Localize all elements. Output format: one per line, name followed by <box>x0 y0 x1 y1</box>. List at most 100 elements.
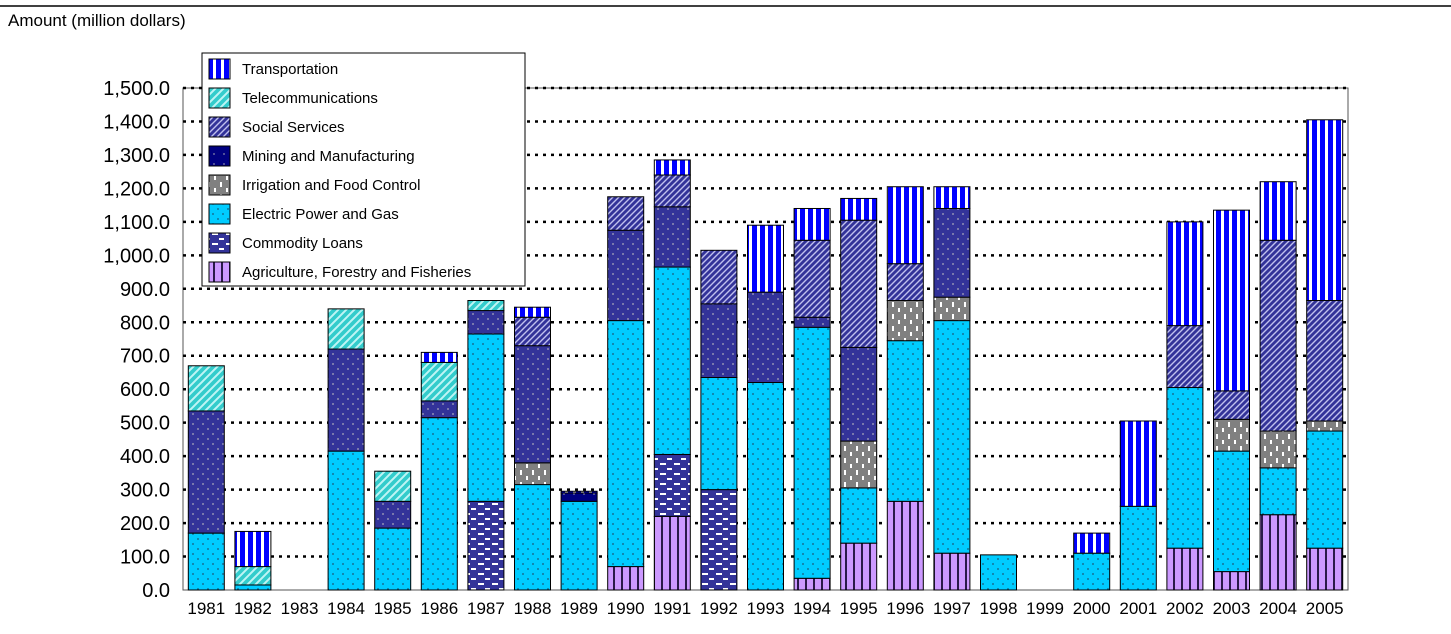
x-tick-label: 2005 <box>1306 599 1344 618</box>
x-tick-label: 1982 <box>234 599 272 618</box>
bar-segment <box>1214 451 1250 571</box>
bar-segment <box>794 317 830 327</box>
bar-segment <box>1307 421 1343 431</box>
bar-segment <box>1307 120 1343 301</box>
bar-segment <box>1260 515 1296 590</box>
legend-label: Agriculture, Forestry and Fisheries <box>242 264 471 281</box>
x-tick-label: 1985 <box>374 599 412 618</box>
bar-segment <box>794 578 830 590</box>
y-tick-label: 1,000.0 <box>103 245 170 267</box>
x-tick-label: 1998 <box>980 599 1018 618</box>
x-tick-label: 2002 <box>1166 599 1204 618</box>
x-tick-label: 1984 <box>327 599 365 618</box>
bar-segment <box>561 493 597 501</box>
bar-segment <box>1120 421 1156 506</box>
legend-label: Transportation <box>242 61 338 78</box>
bar-segment <box>934 187 970 209</box>
x-tick-label: 1994 <box>793 599 831 618</box>
bar-segment <box>421 352 457 362</box>
y-tick-label: 200.0 <box>120 513 170 535</box>
bar-segment <box>328 309 364 349</box>
x-tick-label: 2003 <box>1213 599 1251 618</box>
x-tick-label: 1996 <box>886 599 924 618</box>
bar-segment <box>468 334 504 501</box>
bar-segment <box>1307 548 1343 590</box>
legend-swatch <box>209 262 230 282</box>
bar-segment <box>887 501 923 590</box>
bar-segment <box>515 317 551 345</box>
x-tick-labels: 1981 1982 1983 1984 1985 1986 1987 1988 1989 1990… <box>187 599 1343 618</box>
bar-segment <box>1167 388 1203 549</box>
y-tick-label: 1,200.0 <box>103 178 170 200</box>
legend: Transportation Telecommunications Social S… <box>202 53 525 286</box>
bar-segment <box>1074 533 1110 553</box>
bar-segment <box>654 267 690 454</box>
x-tick-label: 1995 <box>840 599 878 618</box>
bar-segment <box>1214 419 1250 451</box>
x-tick-label: 1987 <box>467 599 505 618</box>
bar-segment <box>1167 326 1203 388</box>
bar-segment <box>421 362 457 400</box>
bar-segment <box>934 553 970 590</box>
bar-segment <box>328 451 364 590</box>
bar-segment <box>188 411 224 533</box>
x-tick-label: 1993 <box>747 599 785 618</box>
y-tick-label: 700.0 <box>120 346 170 368</box>
bar-segment <box>375 471 411 501</box>
bar-segment <box>1307 431 1343 548</box>
y-tick-label: 400.0 <box>120 446 170 468</box>
bar-segment <box>608 230 644 320</box>
bar-segment <box>701 377 737 489</box>
x-tick-label: 1991 <box>653 599 691 618</box>
bar-segment <box>515 485 551 590</box>
bar-segment <box>887 187 923 264</box>
legend-swatch <box>209 204 230 224</box>
y-tick-label: 1,400.0 <box>103 111 170 133</box>
y-tick-label: 300.0 <box>120 480 170 502</box>
bar-segment <box>887 301 923 341</box>
bar-segment <box>654 160 690 175</box>
bar-segment <box>608 321 644 567</box>
bar-segment <box>934 321 970 554</box>
bar-segment <box>328 349 364 451</box>
bar-segment <box>794 240 830 317</box>
x-tick-label: 2004 <box>1259 599 1297 618</box>
bar-segment <box>515 346 551 463</box>
bar-segment <box>887 264 923 301</box>
bar-segment <box>1120 506 1156 590</box>
y-tick-label: 1,300.0 <box>103 145 170 167</box>
x-tick-label: 1986 <box>420 599 458 618</box>
legend-label: Social Services <box>242 119 345 136</box>
x-tick-label: 1989 <box>560 599 598 618</box>
bar-segment <box>421 418 457 590</box>
bar-segment <box>235 585 271 590</box>
y-axis-label: Amount (million dollars) <box>8 11 186 30</box>
y-tick-labels: 0.0 100.0 200.0 300.0 400.0 500.0 600.0 700.0 80… <box>103 78 170 602</box>
bar-segment <box>421 401 457 418</box>
bar-segment <box>841 543 877 590</box>
legend-swatch <box>209 59 230 79</box>
bar-segment <box>1167 222 1203 326</box>
legend-swatch <box>209 233 230 253</box>
y-tick-label: 900.0 <box>120 279 170 301</box>
bar-segment <box>1074 553 1110 590</box>
y-tick-label: 100.0 <box>120 547 170 569</box>
legend-swatch <box>209 175 230 195</box>
bar-segment <box>701 490 737 590</box>
bar-segment <box>748 225 784 292</box>
bar-segment <box>1214 572 1250 590</box>
bar-segment <box>1260 468 1296 515</box>
legend-label: Electric Power and Gas <box>242 206 399 223</box>
bar-segment <box>654 175 690 207</box>
legend-label: Mining and Manufacturing <box>242 148 415 165</box>
y-tick-label: 1,500.0 <box>103 78 170 100</box>
bar-segment <box>1214 391 1250 419</box>
bar-segment <box>561 501 597 590</box>
legend-label: Irrigation and Food Control <box>242 177 420 194</box>
bar-segment <box>515 463 551 485</box>
y-tick-label: 800.0 <box>120 312 170 334</box>
x-tick-label: 2000 <box>1073 599 1111 618</box>
x-tick-label: 1983 <box>281 599 319 618</box>
bar-segment <box>608 197 644 230</box>
bar-segment <box>1214 210 1250 391</box>
